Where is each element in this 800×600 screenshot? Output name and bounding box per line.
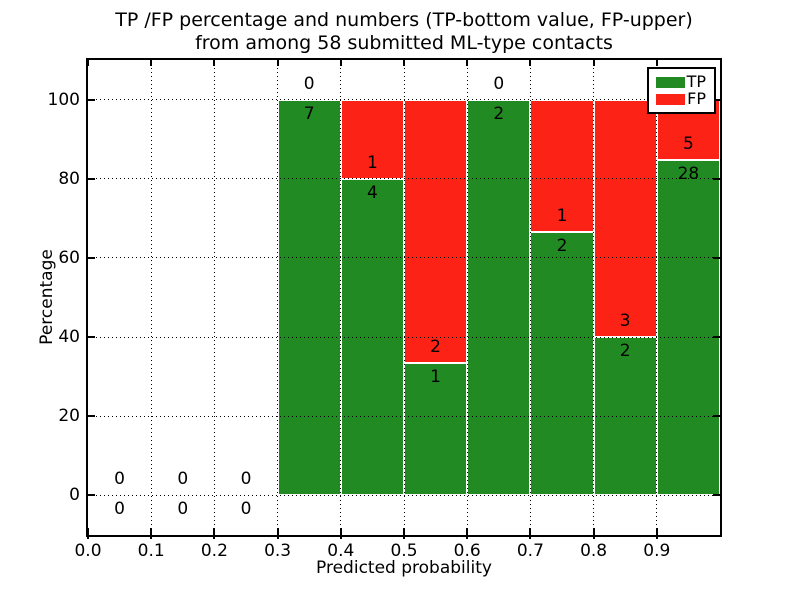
tp-count-label: 2	[493, 103, 505, 124]
v-gridline	[529, 60, 531, 535]
tp-count-label: 0	[114, 499, 125, 520]
tp-legend-swatch	[656, 76, 685, 88]
tp-count-label: 4	[366, 182, 378, 203]
y-tick-mark	[86, 336, 95, 339]
x-tick-label: 0.8	[580, 541, 608, 561]
chart-title-line1: TP /FP percentage and numbers (TP-bottom…	[115, 9, 693, 31]
x-tick-mark	[529, 528, 532, 539]
y-tick-mark	[86, 494, 95, 497]
y-tick-label: 80	[58, 168, 80, 189]
fp-count-label: 3	[619, 311, 631, 332]
tp-count-label: 2	[619, 341, 631, 362]
x-axis-label: Predicted probability	[316, 558, 492, 578]
fp-count-label: 0	[177, 469, 189, 490]
x-tick-mark-top	[213, 58, 216, 66]
y-tick-mark-right	[713, 177, 722, 180]
x-tick-mark-top	[150, 58, 153, 66]
fp-count-label: 0	[303, 73, 315, 94]
bar-fp-segment	[593, 99, 657, 338]
tp-count-label: 0	[240, 499, 252, 520]
x-tick-label: 0.3	[264, 541, 292, 561]
y-tick-mark-right	[713, 256, 722, 259]
bar-tp-segment	[656, 159, 720, 496]
fp-count-label: 1	[556, 205, 568, 226]
x-tick-mark	[339, 528, 342, 539]
bar-tp-segment	[277, 99, 341, 496]
bar-fp-segment	[404, 99, 468, 364]
tp-count-label: 0	[177, 499, 189, 520]
y-tick-mark-right	[713, 98, 722, 101]
x-tick-label: 0.5	[390, 541, 418, 561]
fp-legend-label: FP	[687, 89, 706, 108]
chart-title-line2: from among 58 submitted ML-type contacts	[195, 32, 613, 54]
x-tick-label: 0.1	[137, 541, 165, 561]
x-tick-label: 0.2	[200, 541, 228, 561]
y-tick-label: 40	[58, 327, 80, 348]
fp-count-label: 0	[493, 73, 505, 94]
bar-tp-segment	[467, 99, 531, 496]
fp-count-label: 1	[366, 152, 378, 173]
x-tick-label: 0.7	[516, 541, 544, 561]
v-gridline	[150, 60, 152, 535]
x-tick-mark	[466, 528, 469, 539]
fp-count-label: 0	[240, 469, 252, 490]
x-tick-mark-top	[87, 58, 89, 66]
x-tick-mark-top	[529, 58, 532, 66]
x-tick-label: 0.4	[327, 541, 355, 561]
y-tick-label: 60	[58, 247, 80, 268]
x-tick-label: 0.9	[643, 541, 671, 561]
legend: TP FP	[647, 67, 716, 114]
x-tick-mark	[592, 528, 595, 539]
v-gridline	[340, 60, 342, 535]
y-tick-label: 100	[47, 89, 80, 110]
y-tick-mark-right	[713, 494, 722, 497]
v-gridline	[213, 60, 215, 535]
y-tick-label: 20	[58, 406, 80, 427]
v-gridline	[593, 60, 595, 535]
y-tick-mark	[86, 256, 95, 259]
bar-fp-segment	[340, 99, 404, 179]
v-gridline	[403, 60, 405, 535]
x-tick-mark-top	[466, 58, 469, 66]
fp-count-label: 2	[430, 337, 441, 358]
x-tick-mark-top	[403, 58, 405, 66]
x-tick-mark	[87, 528, 89, 539]
x-tick-mark-top	[655, 58, 658, 66]
v-gridline	[277, 60, 279, 535]
fp-count-label: 5	[682, 133, 694, 154]
x-tick-mark	[276, 528, 279, 539]
bar-tp-segment	[530, 231, 594, 496]
tp-count-label: 2	[556, 235, 568, 256]
tp-count-label: 1	[430, 367, 441, 388]
x-tick-mark	[403, 528, 405, 539]
bar-fp-segment	[530, 99, 594, 232]
x-tick-mark	[655, 528, 658, 539]
v-gridline	[466, 60, 468, 535]
y-tick-label: 0	[69, 485, 80, 506]
y-tick-mark-right	[713, 336, 722, 339]
tp-legend-label: TP	[686, 72, 706, 91]
x-tick-label: 0.6	[453, 541, 481, 561]
y-tick-mark-right	[713, 415, 722, 418]
x-tick-mark-top	[339, 58, 342, 66]
tp-count-label: 7	[303, 103, 315, 124]
x-tick-mark-top	[592, 58, 595, 66]
y-tick-mark	[86, 177, 95, 180]
legend-entry-fp: FP	[656, 91, 706, 107]
x-tick-mark	[213, 528, 216, 539]
y-tick-mark	[86, 415, 95, 418]
legend-entry-tp: TP	[656, 74, 706, 90]
fp-count-label: 0	[114, 469, 125, 490]
fp-legend-swatch	[656, 93, 685, 105]
x-tick-mark	[150, 528, 153, 539]
y-tick-mark	[86, 98, 95, 101]
x-tick-mark-top	[276, 58, 279, 66]
v-gridline	[656, 60, 658, 535]
tp-count-label: 28	[677, 163, 700, 184]
chart-title: TP /FP percentage and numbers (TP-bottom…	[88, 9, 720, 55]
x-tick-label: 0.0	[74, 541, 102, 561]
